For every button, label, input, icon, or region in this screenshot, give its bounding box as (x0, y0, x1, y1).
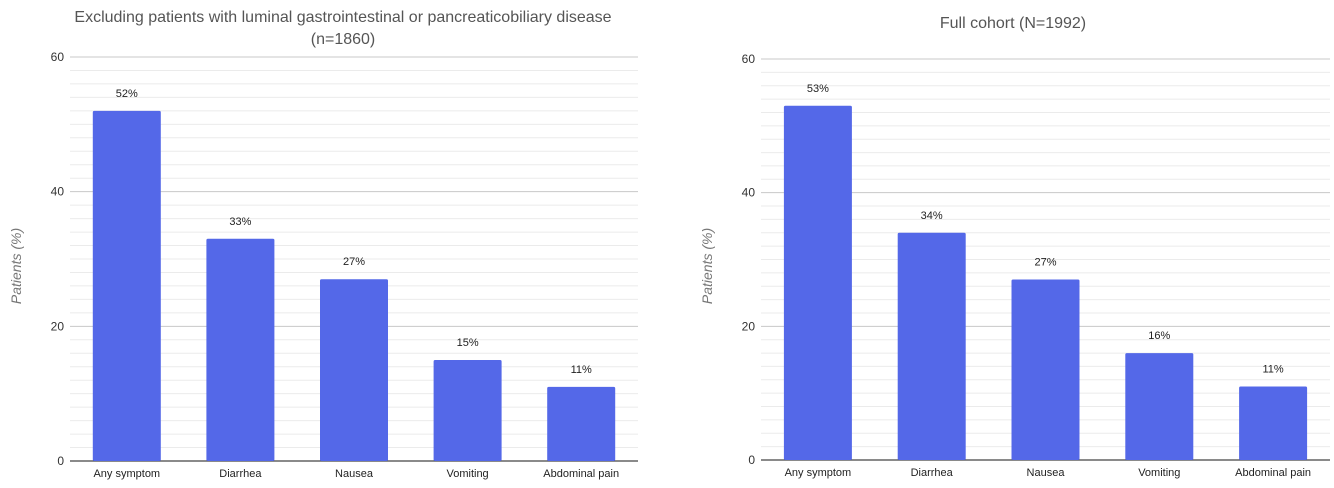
chart-left-data-label: 52% (116, 88, 138, 100)
chart-right-bar (1239, 386, 1308, 460)
chart-right-bars: 53% Any symptom 34% Diarrhea 27% Nausea 16% Vom… (783, 83, 1311, 479)
chart-left-data-label: 27% (343, 256, 365, 268)
chart-right-data-label: 27% (1034, 257, 1056, 269)
chart-left-bar (547, 386, 616, 461)
chart-right-data-label: 11% (1262, 363, 1283, 375)
chart-left-y-tick-label: 60 (51, 50, 65, 64)
chart-right-y-tick-label: 20 (742, 319, 756, 333)
chart-right-category-label: Any symptom (785, 467, 852, 479)
chart-left-bar (320, 279, 388, 461)
chart-right-data-label: 16% (1148, 330, 1170, 342)
chart-right-data-label: 34% (921, 210, 943, 222)
chart-right-category-label: Nausea (1027, 467, 1066, 479)
chart-left-bar (92, 110, 161, 461)
chart-right-y-tick-label: 0 (748, 453, 755, 467)
chart-left-y-axis-label: Patients (%) (8, 228, 24, 304)
chart-right-bar (1011, 279, 1080, 460)
chart-right-category-label: Diarrhea (911, 467, 954, 479)
chart-right-y-tick-label: 40 (742, 186, 756, 200)
chart-right-y-axis-label: Patients (%) (699, 228, 715, 304)
chart-left-category-label: Any symptom (93, 468, 160, 480)
chart-left-data-label: 11% (571, 364, 592, 376)
chart-left-y-tick-label: 20 (51, 319, 65, 333)
chart-left-y-tick-label: 40 (51, 185, 65, 199)
chart-left-title: Excluding patients with luminal gastroin… (74, 9, 611, 26)
chart-left-category-label: Vomiting (446, 468, 488, 480)
chart-right-category-label: Abdominal pain (1235, 467, 1311, 479)
chart-left: Excluding patients with luminal gastroin… (8, 9, 638, 480)
chart-left-category-label: Nausea (335, 468, 374, 480)
chart-left-category-label: Diarrhea (219, 468, 262, 480)
chart-left-y-tick-label: 0 (57, 454, 64, 468)
chart-left-subtitle: (n=1860) (311, 31, 376, 48)
chart-right-category-label: Vomiting (1138, 467, 1180, 479)
chart-right-data-label: 53% (807, 83, 829, 95)
chart-left-bars: 52% Any symptom 33% Diarrhea 27% Nausea 15% Vom… (92, 88, 619, 480)
chart-left-bar (206, 238, 275, 461)
chart-left-bar (433, 360, 502, 461)
chart-right-title: Full cohort (N=1992) (940, 15, 1086, 32)
chart-right-bar (783, 105, 852, 461)
chart-right: Full cohort (N=1992) 0 20 40 60 53% Any symp… (699, 15, 1330, 479)
chart-left-data-label: 33% (229, 216, 251, 228)
chart-left-data-label: 15% (457, 337, 479, 349)
chart-right-bar (1125, 353, 1194, 460)
chart-right-y-tick-label: 60 (742, 52, 756, 66)
chart-right-bar (897, 232, 966, 460)
chart-left-category-label: Abdominal pain (543, 468, 619, 480)
